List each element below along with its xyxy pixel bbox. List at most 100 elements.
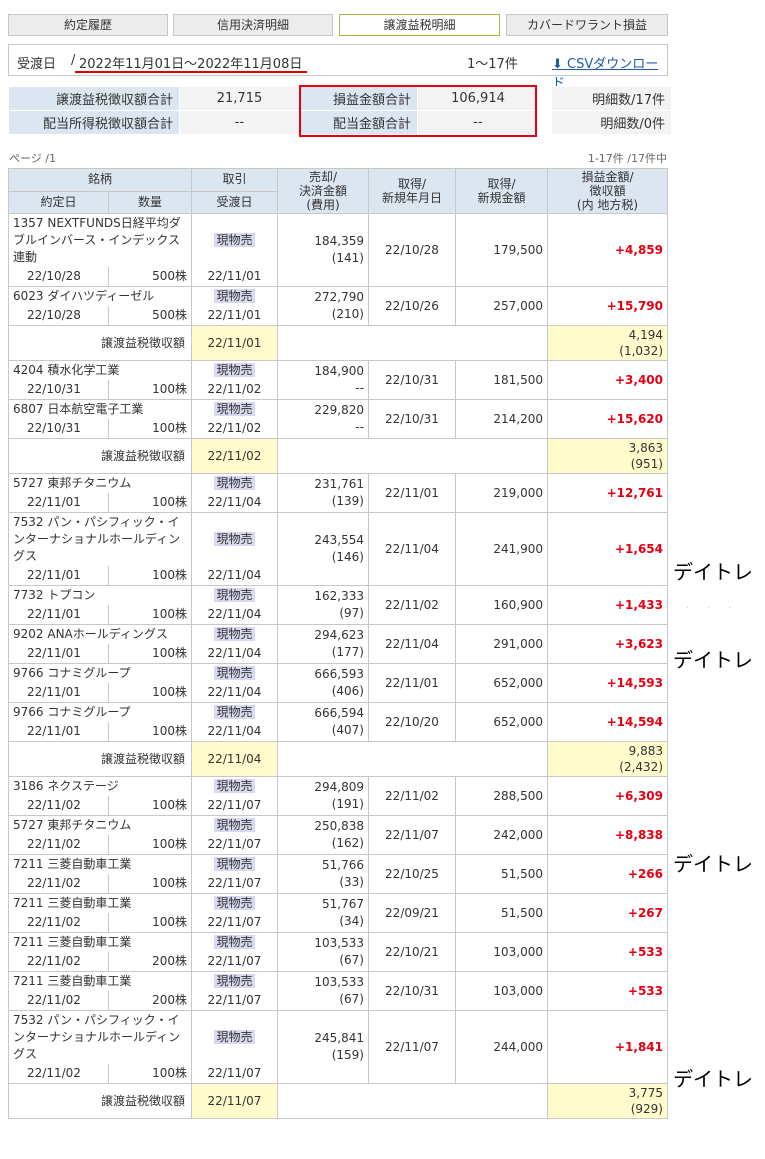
- acquisition-amount: 103,000: [455, 932, 548, 972]
- sale-amount: 294,623 (177): [277, 624, 369, 664]
- acquisition-date: 22/11/02: [368, 776, 456, 816]
- table-row: 7211 三菱自動車工業 現物売 103,533 (67) 22/10/21 103,00…: [8, 932, 668, 972]
- tax-local: (929): [630, 1102, 663, 1116]
- issue-name[interactable]: 7211 三菱自動車工業: [8, 854, 192, 874]
- acquisition-date: 22/10/20: [368, 702, 456, 742]
- table-row: 6023 ダイハツディーゼル 現物売 272,790 (210) 22/10/26 257…: [8, 286, 668, 326]
- issue-name[interactable]: 7211 三菱自動車工業: [8, 932, 192, 952]
- table-row-sub: 22/10/31 100株 22/11/02: [8, 419, 668, 439]
- table-row: 7532 パン・パシフィック・インターナショナルホールディングス 現物売 243,5…: [8, 512, 668, 586]
- issue-name[interactable]: 7532 パン・パシフィック・インターナショナルホールディングス: [8, 512, 192, 566]
- dividend-detail-count: 明細数/0件: [551, 110, 672, 135]
- sale-fee: --: [355, 420, 364, 434]
- issue-name[interactable]: 7211 三菱自動車工業: [8, 971, 192, 991]
- tax-date: 22/11/01: [191, 325, 278, 361]
- date-range[interactable]: 2022年11月01日～2022年11月08日: [79, 57, 303, 72]
- tax-label: 譲渡益税徴収額: [8, 438, 192, 474]
- table-row-sub: 22/11/02 100株 22/11/07: [8, 796, 668, 816]
- dividend-total-value: --: [417, 110, 539, 135]
- sale-fee: --: [355, 381, 364, 395]
- profit-loss: +533: [547, 971, 668, 1011]
- acquisition-date: 22/11/01: [368, 473, 456, 513]
- tax-row: 譲渡益税徴収額 22/11/01 4,194 (1,032): [8, 325, 668, 361]
- acquisition-date: 22/11/01: [368, 663, 456, 703]
- issue-name[interactable]: 4204 積水化学工業: [8, 360, 192, 380]
- trade-type-label: 現物売: [214, 476, 255, 490]
- dividend-total-label: 配当金額合計: [299, 110, 418, 135]
- profit-loss: +1,654: [547, 512, 668, 586]
- sale-fee: (146): [331, 550, 364, 564]
- profit-loss: +267: [547, 893, 668, 933]
- sale-fee: (191): [331, 797, 364, 811]
- tab-bar: 約定履歴 信用決済明細 譲渡益税明細 カバードワラント損益: [8, 14, 668, 36]
- sale-fee: (407): [331, 723, 364, 737]
- tax-amount: 4,194 (1,032): [547, 325, 668, 361]
- table-row-sub: 22/11/02 100株 22/11/07: [8, 913, 668, 933]
- table-row: 4204 積水化学工業 現物売 184,900 -- 22/10/31 181,500 +3…: [8, 360, 668, 400]
- issue-name[interactable]: 5727 東邦チタニウム: [8, 815, 192, 835]
- profit-loss: +14,593: [547, 663, 668, 703]
- sale-fee: (177): [331, 645, 364, 659]
- trade-type-label: 現物売: [214, 857, 255, 871]
- issue-name[interactable]: 7732 トプコン: [8, 585, 192, 605]
- issue-name[interactable]: 9202 ANAホールディングス: [8, 624, 192, 644]
- quantity: 100株: [108, 419, 192, 439]
- trade-date: 22/11/02: [8, 991, 109, 1011]
- trade-type: 現物売: [191, 213, 278, 267]
- profit-loss: +15,620: [547, 399, 668, 439]
- dividend-tax-total-value: --: [179, 110, 300, 135]
- trade-type: 現物売: [191, 473, 278, 493]
- issue-name[interactable]: 7211 三菱自動車工業: [8, 893, 192, 913]
- issue-name[interactable]: 3186 ネクステージ: [8, 776, 192, 796]
- issue-name[interactable]: 1357 NEXTFUNDS日経平均ダブルインバース・インデックス連動: [8, 213, 192, 267]
- tax-date: 22/11/02: [191, 438, 278, 474]
- header-delivery-date: 受渡日: [191, 190, 278, 214]
- quantity: 500株: [108, 267, 192, 287]
- table-row: 5727 東邦チタニウム 現物売 231,761 (139) 22/11/01 219,0…: [8, 473, 668, 513]
- quantity: 500株: [108, 306, 192, 326]
- acquisition-date: 22/10/26: [368, 286, 456, 326]
- issue-name[interactable]: 5727 東邦チタニウム: [8, 473, 192, 493]
- trade-type-label: 現物売: [214, 1030, 255, 1044]
- tab-capital-gains-tax[interactable]: 譲渡益税明細: [339, 14, 500, 36]
- trade-date: 22/11/02: [8, 913, 109, 933]
- day-trade-note: デイトレ: [673, 852, 753, 876]
- day-trade-note: デイトレ: [673, 1067, 753, 1091]
- issue-name[interactable]: 7532 パン・パシフィック・インターナショナルホールディングス: [8, 1010, 192, 1064]
- tab-covered-warrant[interactable]: カバードワラント損益: [506, 14, 668, 36]
- table-row: 9202 ANAホールディングス 現物売 294,623 (177) 22/11/04 2…: [8, 624, 668, 664]
- trade-date: 22/10/28: [8, 267, 109, 287]
- acquisition-date: 22/09/21: [368, 893, 456, 933]
- delivery-date: 22/11/04: [191, 644, 278, 664]
- acquisition-amount: 51,500: [455, 854, 548, 894]
- tab-margin-settlement[interactable]: 信用決済明細: [173, 14, 333, 36]
- sale-fee: (139): [331, 494, 364, 508]
- table-row: 1357 NEXTFUNDS日経平均ダブルインバース・インデックス連動 現物売 18…: [8, 213, 668, 287]
- profit-loss: +12,761: [547, 473, 668, 513]
- tax-date: 22/11/04: [191, 741, 278, 777]
- profit-loss: +1,841: [547, 1010, 668, 1084]
- issue-name[interactable]: 9766 コナミグループ: [8, 663, 192, 683]
- table-row: 9766 コナミグループ 現物売 666,594 (407) 22/10/20 652,0…: [8, 702, 668, 742]
- sale-amount: 51,766 (33): [277, 854, 369, 894]
- table-row: 7532 パン・パシフィック・インターナショナルホールディングス 現物売 245,8…: [8, 1010, 668, 1084]
- header-acq-amount: 取得/新規金額: [455, 168, 548, 214]
- sale-amount: 51,767 (34): [277, 893, 369, 933]
- issue-name[interactable]: 9766 コナミグループ: [8, 702, 192, 722]
- acquisition-amount: 291,000: [455, 624, 548, 664]
- trade-date: 22/11/02: [8, 952, 109, 972]
- sale-fee: (210): [331, 307, 364, 321]
- filter-bar: 受渡日 / 2022年11月01日～2022年11月08日 1～17件 ⬇ CS…: [8, 44, 668, 91]
- tax-local: (951): [630, 457, 663, 471]
- quantity: 100株: [108, 835, 192, 855]
- trade-type-label: 現物売: [214, 627, 255, 641]
- acquisition-date: 22/11/07: [368, 1010, 456, 1084]
- tab-trade-history[interactable]: 約定履歴: [8, 14, 168, 36]
- sale-amount: 103,533 (67): [277, 932, 369, 972]
- profit-loss: +15,790: [547, 286, 668, 326]
- sale-amount: 666,593 (406): [277, 663, 369, 703]
- capital-gains-tax-total-value: 21,715: [179, 86, 300, 111]
- issue-name[interactable]: 6807 日本航空電子工業: [8, 399, 192, 419]
- issue-name[interactable]: 6023 ダイハツディーゼル: [8, 286, 192, 306]
- sale-fee: (162): [331, 836, 364, 850]
